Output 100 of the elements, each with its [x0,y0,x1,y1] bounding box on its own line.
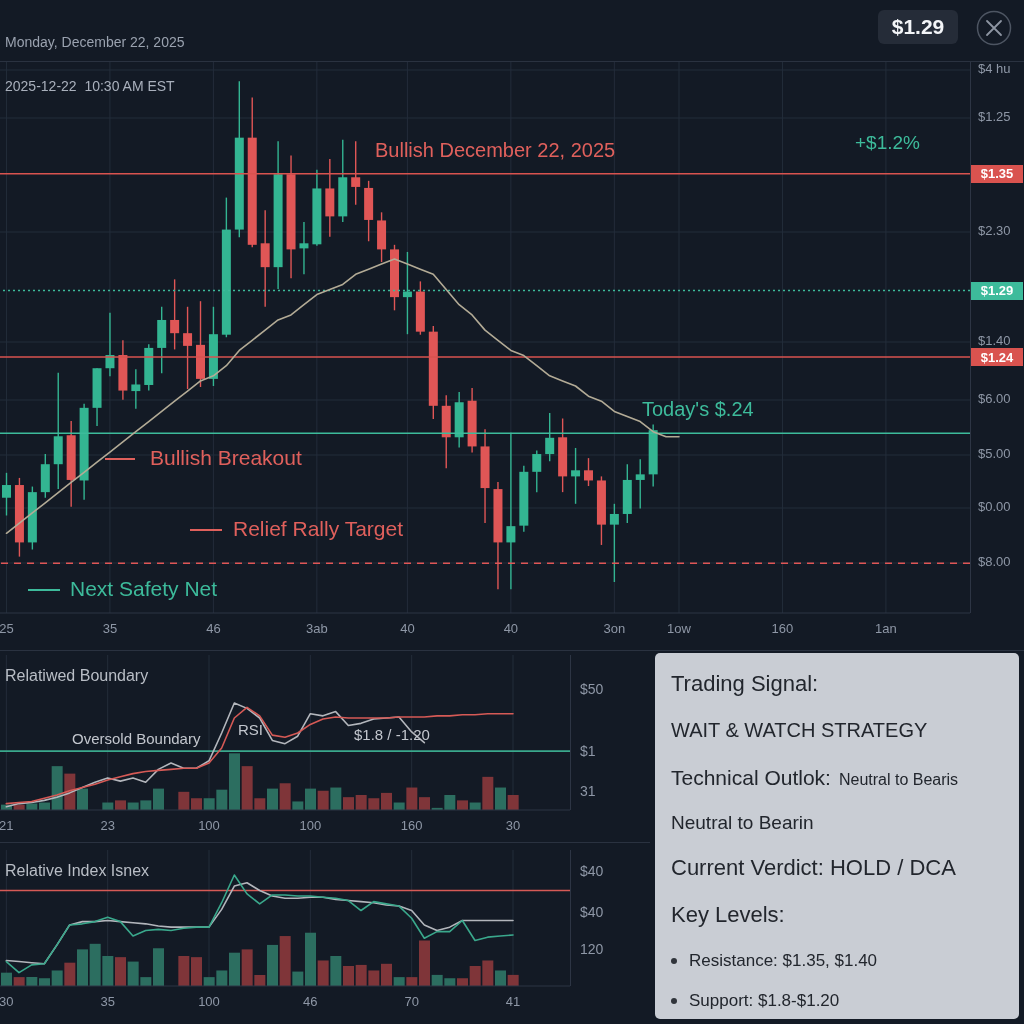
text: $1.40 [978,333,1011,348]
bar [419,940,430,986]
x-tick-label: 21 [0,818,14,833]
annotation: +$1.2% [855,132,920,153]
text: $50 [580,681,604,697]
x-tick-label: 100 [198,818,220,833]
bar [406,787,418,810]
x-tick-label: 35 [102,621,118,636]
x-tick-label: 1ow [667,621,692,636]
text: WAIT & WATCH STRATEGY [671,718,928,742]
x-tick-label: 41 [505,994,521,1009]
bar [330,787,342,810]
chart-title: Relative Index Isnex [5,862,150,879]
bar [393,977,405,986]
text: Technical Outlok: [671,765,831,790]
candlestick [571,447,581,505]
bar [317,790,329,810]
bar [229,753,240,810]
bar [381,963,392,986]
x-tick-label: 23 [100,818,115,833]
bar [115,800,126,810]
text: $8.00 [978,554,1011,569]
annotation: Bullish Breakout [150,446,302,469]
x-tick-label: 40 [503,621,519,636]
bar [26,977,38,986]
text: $0.00 [978,499,1011,514]
annotation: Oversold Boundary [72,730,201,747]
bar [495,970,506,986]
bar [115,957,126,986]
text: Resistance: $1.35, $1.40 [689,950,878,971]
candlestick [170,278,180,351]
text: $1.24 [980,349,1014,365]
annotation: Bullish December 22, 2025 [375,139,616,161]
bar [153,948,164,986]
annotation: 2025-12-22 10:30 AM EST [5,78,175,94]
text: $2.30 [978,223,1011,238]
text: Trading Signal: [671,671,819,696]
candlestick [299,221,309,275]
annotation: RSI [238,721,264,738]
x-tick-label: 35 [100,994,115,1009]
bar [292,971,304,986]
bar [39,978,50,986]
text: $1.29 [891,15,945,39]
text: $5.00 [978,446,1011,461]
x-tick-label: 3ab [306,621,328,636]
candlestick [131,368,141,410]
x-tick-label: 30 [0,994,14,1009]
x-tick-label: 3on [603,621,626,636]
bar [507,795,519,810]
bar [317,960,329,986]
text: Key Levels: [671,902,785,928]
candlestick [260,209,270,308]
bar [191,957,202,986]
text: 120 [580,941,604,957]
bar [507,974,519,986]
candlestick [2,472,11,517]
x-tick-label: 100 [198,994,220,1009]
x-tick-label: 1an [875,621,897,636]
bar [77,949,88,986]
x-tick-label: 100 [299,818,322,833]
text: Neutral to Bearis [838,770,959,790]
bar [1,972,12,986]
annotation: Next Safety Net [70,577,218,600]
text: Support: $1.8-$1.20 [689,990,840,1011]
x-tick-label: 25 [0,621,14,636]
x-tick-label: 40 [400,621,415,636]
bar [51,766,63,810]
text: 31 [580,783,596,799]
annotation: Relief Rally Target [233,517,404,540]
bar [482,776,494,810]
bar [330,956,342,986]
text: $1.35 [980,166,1014,182]
text: $1.29 [980,283,1014,299]
bar [178,791,190,810]
text: $40 [580,863,604,879]
bar [153,788,164,810]
x-tick-label: 30 [505,818,521,833]
text: Neutral to Bearin [671,811,814,834]
bar [457,978,468,986]
bar [279,783,291,810]
x-tick-label: 70 [404,994,419,1009]
text: $1.25 [978,109,1011,124]
candlestick [609,503,619,583]
text: Current Verdict: HOLD / DCA [671,855,956,881]
bar [178,956,190,986]
bar [292,801,304,810]
bar [229,952,240,986]
bar [305,788,316,810]
bar [381,792,392,810]
bar [77,788,88,810]
text: $1 [580,743,596,759]
bar [51,970,63,986]
bar [343,797,354,810]
chart-subtitle: Monday, December 22, 2025 [5,34,185,50]
bar [495,787,506,810]
bar [267,944,278,986]
text: $4 hu [978,61,1011,76]
bar [191,798,202,810]
text: $40 [580,904,604,920]
candlestick [635,458,645,510]
